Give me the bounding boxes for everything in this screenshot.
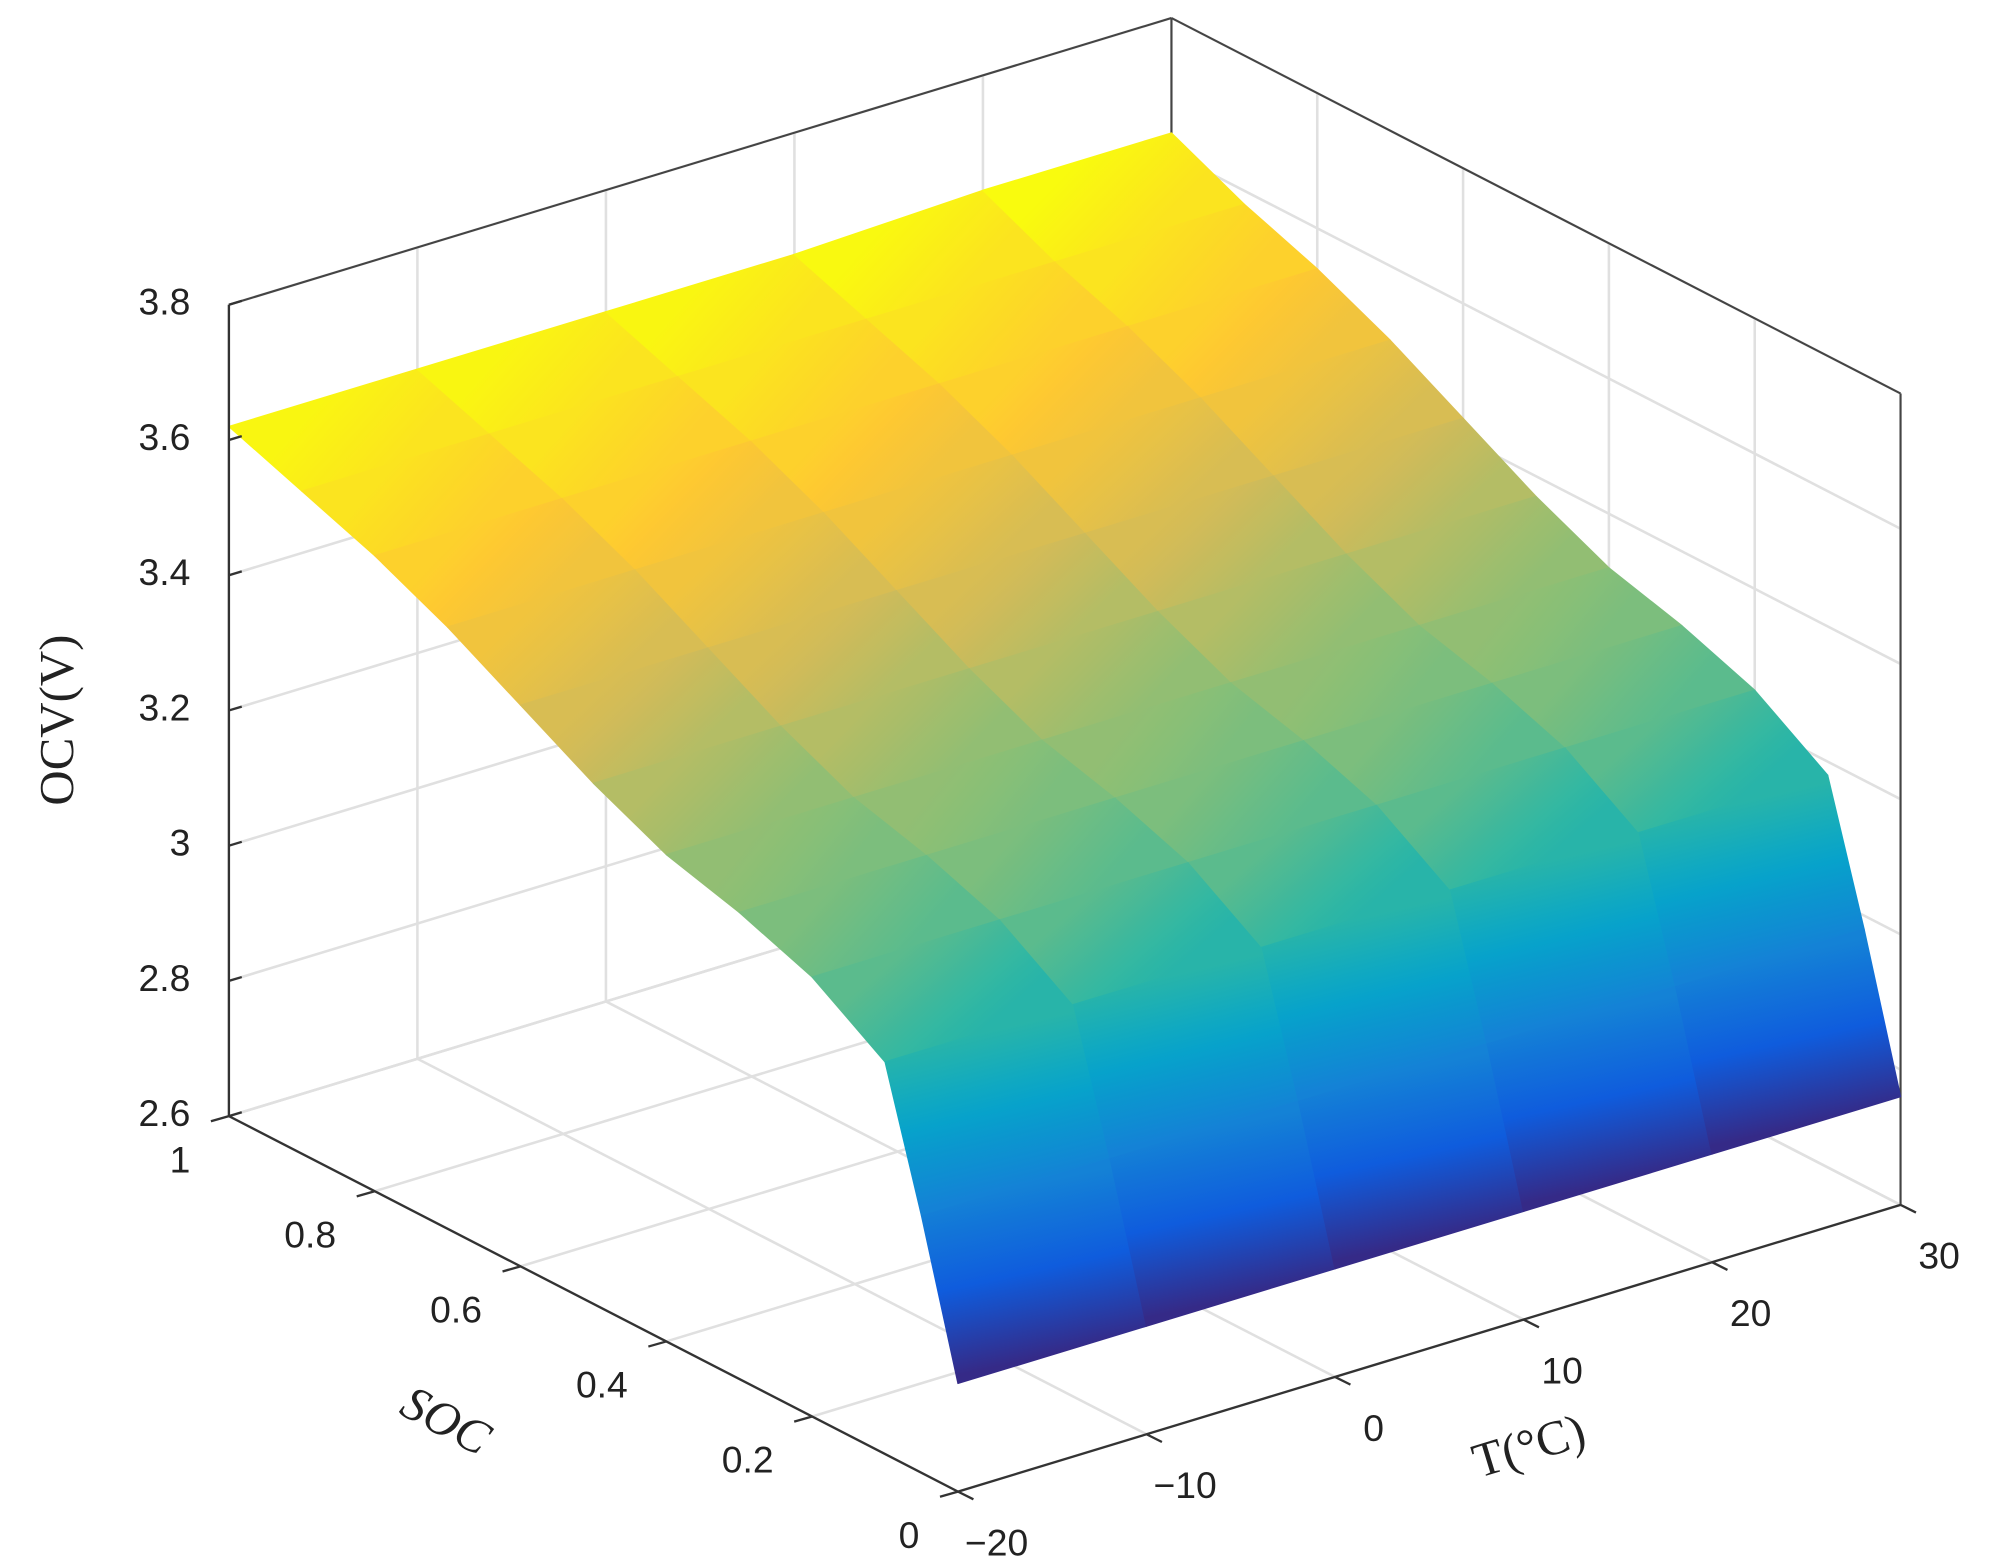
grid-line bbox=[416, 1057, 1148, 1436]
axis-line bbox=[228, 1115, 959, 1493]
z-tick-label: 3.8 bbox=[138, 281, 190, 323]
x-tick bbox=[1334, 1375, 1351, 1386]
x-axis-label: T(°C) bbox=[1466, 1402, 1592, 1488]
x-tick bbox=[957, 1490, 974, 1501]
y-tick-label: 0.8 bbox=[284, 1213, 336, 1255]
box-edge bbox=[228, 17, 1172, 306]
surface bbox=[228, 132, 1902, 1385]
x-tick bbox=[1523, 1318, 1540, 1329]
y-tick-label: 0.2 bbox=[722, 1439, 774, 1481]
z-tick-label: 2.6 bbox=[138, 1092, 190, 1134]
x-tick-label: −20 bbox=[965, 1521, 1028, 1563]
y-tick-label: 0 bbox=[899, 1514, 920, 1556]
x-tick-label: 30 bbox=[1918, 1235, 1959, 1277]
x-tick-label: 20 bbox=[1730, 1292, 1771, 1334]
z-tick bbox=[228, 975, 243, 983]
y-tick bbox=[356, 1190, 376, 1198]
y-tick bbox=[210, 1115, 230, 1123]
z-tick bbox=[228, 705, 243, 712]
y-tick-label: 0.4 bbox=[576, 1364, 628, 1406]
z-tick bbox=[228, 570, 243, 577]
z-tick-label: 3.4 bbox=[138, 551, 190, 593]
x-tick-label: −10 bbox=[1153, 1464, 1216, 1506]
z-tick-label: 3.6 bbox=[138, 416, 190, 458]
axis-line bbox=[957, 1203, 1901, 1493]
x-tick bbox=[1145, 1433, 1163, 1444]
y-tick-label: 1 bbox=[170, 1138, 191, 1180]
z-tick-label: 3 bbox=[170, 822, 191, 864]
box-edge bbox=[1170, 17, 1902, 395]
z-tick-label: 2.8 bbox=[138, 957, 190, 999]
axes: 2.6 2.8 3 3.2 3.4 3.6 3.8 0 0.2 0.4 0.6 0.8 1 −20 −10 0… bbox=[138, 281, 1959, 1564]
y-tick bbox=[939, 1490, 959, 1498]
z-tick bbox=[228, 299, 243, 306]
y-tick bbox=[502, 1265, 521, 1273]
z-tick bbox=[228, 840, 243, 847]
x-tick-label: 0 bbox=[1363, 1407, 1384, 1449]
z-axis-label: OCV(V) bbox=[29, 635, 84, 806]
z-tick bbox=[228, 1111, 243, 1118]
y-tick bbox=[793, 1415, 813, 1423]
y-tick-label: 0.6 bbox=[430, 1288, 482, 1330]
y-axis-label: SOC bbox=[392, 1374, 501, 1467]
y-tick bbox=[648, 1340, 667, 1348]
grid-line bbox=[1170, 152, 1902, 530]
surface-patch bbox=[1674, 928, 1902, 1155]
z-tick bbox=[228, 435, 243, 442]
x-tick bbox=[1900, 1203, 1917, 1214]
x-tick bbox=[1711, 1261, 1728, 1271]
z-tick-label: 3.2 bbox=[138, 686, 190, 728]
x-tick-label: 10 bbox=[1541, 1349, 1582, 1391]
